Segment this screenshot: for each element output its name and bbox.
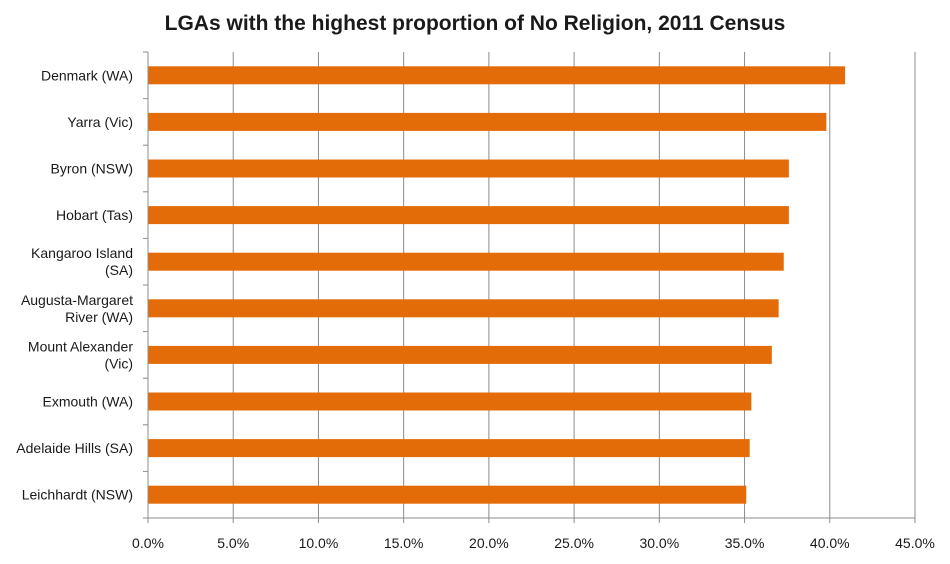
category-label: Kangaroo Island (SA)	[31, 245, 133, 278]
category-labels: Denmark (WA) Yarra (Vic) Byron (NSW) Hobart…	[16, 67, 133, 502]
x-tick-label: 40.0%	[810, 535, 850, 551]
x-tick-label: 5.0%	[217, 535, 249, 551]
category-label: Yarra (Vic)	[67, 114, 133, 130]
category-label: Leichhardt (NSW)	[22, 487, 133, 503]
x-tick-label: 15.0%	[384, 535, 424, 551]
axes	[143, 51, 916, 523]
chart-title: LGAs with the highest proportion of No R…	[165, 12, 786, 35]
bar	[148, 159, 789, 178]
category-label: Adelaide Hills (SA)	[16, 440, 133, 456]
bar	[148, 252, 784, 271]
x-tick-label: 25.0%	[554, 535, 594, 551]
x-tick-label: 0.0%	[132, 535, 164, 551]
bar	[148, 206, 789, 225]
category-label: Denmark (WA)	[41, 67, 133, 83]
x-tick-label: 30.0%	[639, 535, 679, 551]
x-tick-label: 35.0%	[725, 535, 765, 551]
category-label: Exmouth (WA)	[43, 394, 134, 410]
category-label: Byron (NSW)	[51, 161, 133, 177]
category-label: Mount Alexander (Vic)	[28, 338, 133, 371]
category-label: Augusta-Margaret River (WA)	[21, 292, 133, 325]
bar	[148, 439, 750, 458]
bar	[148, 485, 747, 504]
bars	[148, 66, 846, 504]
bar	[148, 299, 779, 318]
x-tick-label: 45.0%	[895, 535, 935, 551]
bar	[148, 112, 827, 131]
x-tick-label: 20.0%	[469, 535, 509, 551]
bar	[148, 345, 772, 364]
x-tick-label: 10.0%	[299, 535, 339, 551]
bar	[148, 392, 752, 411]
category-label: Hobart (Tas)	[56, 207, 133, 223]
bar	[148, 66, 846, 85]
x-tick-labels: 0.0% 5.0% 10.0% 15.0% 20.0% 25.0% 30.0% 35.0% 40…	[132, 535, 935, 551]
